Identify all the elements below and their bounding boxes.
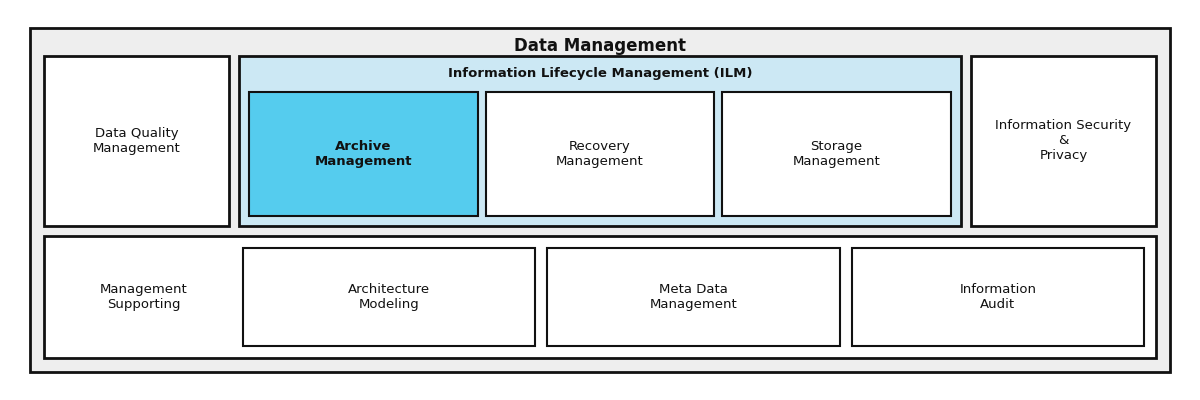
Text: Storage
Management: Storage Management [793,140,881,168]
Text: Data Quality
Management: Data Quality Management [92,127,180,155]
FancyBboxPatch shape [971,56,1156,226]
Text: Architecture
Modeling: Architecture Modeling [348,283,431,311]
FancyBboxPatch shape [44,56,229,226]
Text: Management
Supporting: Management Supporting [100,283,187,311]
Text: Information Lifecycle Management (ILM): Information Lifecycle Management (ILM) [448,68,752,80]
FancyBboxPatch shape [852,248,1144,346]
FancyBboxPatch shape [30,28,1170,372]
Text: Information Security
&
Privacy: Information Security & Privacy [996,120,1132,162]
Text: Archive
Management: Archive Management [314,140,412,168]
FancyBboxPatch shape [722,92,950,216]
FancyBboxPatch shape [486,92,714,216]
FancyBboxPatch shape [239,56,961,226]
Text: Information
Audit: Information Audit [959,283,1037,311]
Text: Recovery
Management: Recovery Management [556,140,644,168]
FancyBboxPatch shape [242,248,535,346]
FancyBboxPatch shape [547,248,840,346]
FancyBboxPatch shape [44,236,1156,358]
FancyBboxPatch shape [250,92,478,216]
Text: Meta Data
Management: Meta Data Management [649,283,737,311]
Text: Data Management: Data Management [514,37,686,55]
